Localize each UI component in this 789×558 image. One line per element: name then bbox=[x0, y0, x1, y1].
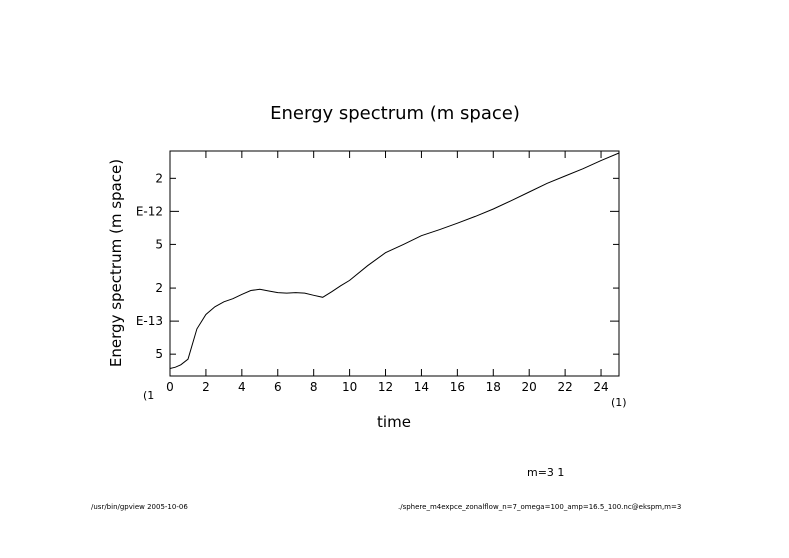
y-axis: 5 E-13 2 5 E-12 2 bbox=[136, 171, 619, 361]
x-tick-label: 10 bbox=[342, 380, 357, 394]
x-tick-label: 6 bbox=[274, 380, 282, 394]
y-tick-label: 5 bbox=[155, 237, 163, 251]
x-tick-label: 8 bbox=[310, 380, 318, 394]
x-scale-right-label: (1) bbox=[611, 396, 627, 409]
y-tick-label: E-13 bbox=[136, 314, 163, 328]
y-axis-label: Energy spectrum (m space) bbox=[107, 159, 125, 367]
x-tick-label: 20 bbox=[522, 380, 537, 394]
y-tick-label: 2 bbox=[155, 281, 163, 295]
x-tick-label: 12 bbox=[378, 380, 393, 394]
x-tick-label: 18 bbox=[486, 380, 501, 394]
x-tick-label: 22 bbox=[557, 380, 572, 394]
legend-label: m=3 1 bbox=[527, 466, 564, 479]
chart-title: Energy spectrum (m space) bbox=[270, 103, 520, 124]
footer-right: ./sphere_m4expce_zonalflow_n=7_omega=100… bbox=[398, 503, 681, 511]
x-tick-label: 16 bbox=[450, 380, 465, 394]
y-tick-label: 5 bbox=[155, 347, 163, 361]
series-line-m3 bbox=[169, 152, 620, 369]
x-tick-label: 0 bbox=[166, 380, 174, 394]
x-axis-label: time bbox=[377, 413, 411, 431]
x-tick-label: 24 bbox=[593, 380, 608, 394]
y-tick-label: 2 bbox=[155, 171, 163, 185]
y-tick-label: E-12 bbox=[136, 204, 163, 218]
x-tick-label: 4 bbox=[238, 380, 246, 394]
x-axis: 0 2 4 6 8 10 12 14 16 18 20 22 24 bbox=[166, 151, 609, 394]
x-tick-label: 2 bbox=[202, 380, 210, 394]
x-tick-label: 14 bbox=[414, 380, 429, 394]
plot-frame bbox=[169, 150, 620, 377]
footer-left: /usr/bin/gpview 2005-10-06 bbox=[91, 503, 188, 511]
x-scale-left-label: (1 bbox=[143, 389, 154, 402]
